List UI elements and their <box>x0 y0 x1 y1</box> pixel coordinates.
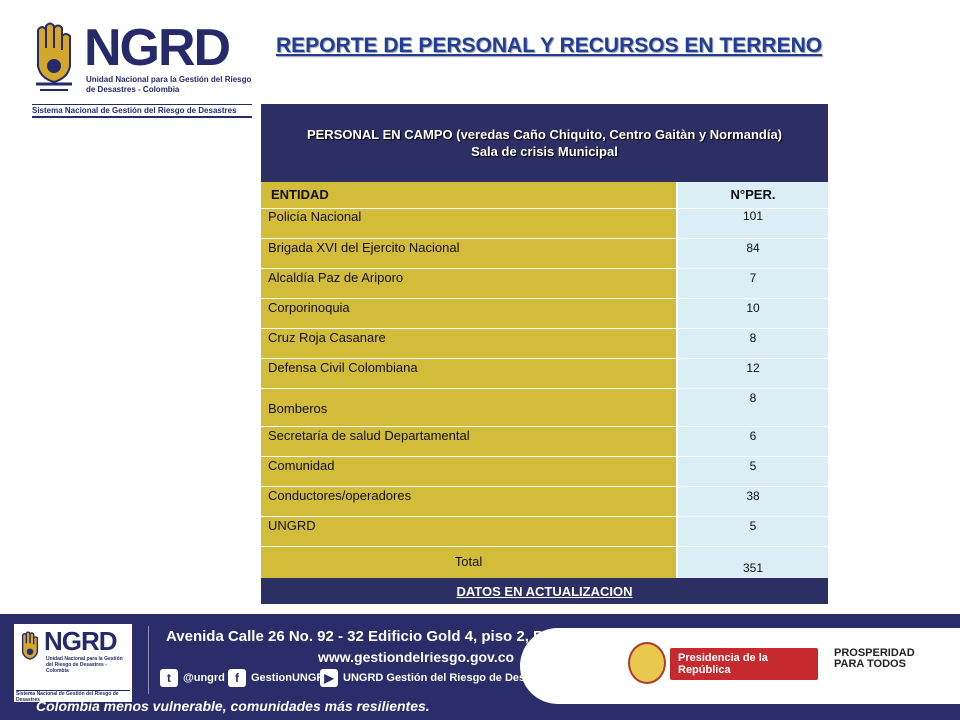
table-row: Policía Nacional 101 <box>261 209 828 239</box>
table-title-line1: PERSONAL EN CAMPO (veredas Caño Chiquito… <box>306 127 783 142</box>
footer-slogan: Colombia menos vulnerable, comunidades m… <box>36 698 430 714</box>
table-header-row: ENTIDAD N°PER. <box>261 182 828 209</box>
prosperidad-line1: PROSPERIDAD <box>834 647 915 659</box>
youtube-handle: UNGRD Gestión del Riesgo de Desastres <box>343 672 558 684</box>
count-cell: 101 <box>676 209 828 238</box>
entity-cell: Policía Nacional <box>261 209 676 238</box>
entity-cell: Bomberos <box>261 389 676 426</box>
entity-cell: Alcaldía Paz de Ariporo <box>261 269 676 298</box>
entity-cell: Comunidad <box>261 457 676 486</box>
table-title-line2: Sala de crisis Municipal <box>471 144 618 159</box>
table-row: Comunidad 5 <box>261 457 828 487</box>
count-cell: 5 <box>676 517 828 546</box>
footer-address: Avenida Calle 26 No. 92 - 32 Edificio Go… <box>166 628 615 645</box>
ngrd-hand-icon <box>21 631 39 660</box>
government-logos: Presidencia de la República PROSPERIDAD … <box>520 628 960 704</box>
entity-cell: Defensa Civil Colombiana <box>261 359 676 388</box>
logo-system: Sistema Nacional de Gestión del Riesgo d… <box>32 104 252 118</box>
table-row: Alcaldía Paz de Ariporo 7 <box>261 269 828 299</box>
entity-cell: Corporinoquia <box>261 299 676 328</box>
personnel-table: PERSONAL EN CAMPO (veredas Caño Chiquito… <box>261 104 828 604</box>
ngrd-logo: NGRD Unidad Nacional para la Gestión del… <box>28 19 252 118</box>
page-title: REPORTE DE PERSONAL Y RECURSOS EN TERREN… <box>276 34 823 57</box>
count-cell: 5 <box>676 457 828 486</box>
facebook-handle: GestionUNGRD <box>251 672 333 684</box>
prosperidad-line2: PARA TODOS <box>834 658 906 670</box>
twitter-handle: @ungrd <box>183 672 225 684</box>
table-row: Cruz Roja Casanare 8 <box>261 329 828 359</box>
footer-banner: NGRD Unidad Nacional para la Gestión del… <box>0 614 960 720</box>
table-row: Brigada XVI del Ejercito Nacional 84 <box>261 239 828 269</box>
count-cell: 6 <box>676 427 828 456</box>
count-cell: 84 <box>676 239 828 268</box>
count-cell: 12 <box>676 359 828 388</box>
twitter-link[interactable]: t @ungrd <box>160 669 225 687</box>
table-row: Secretaría de salud Departamental 6 <box>261 427 828 457</box>
logo-subtitle: Unidad Nacional para la Gestión del Ries… <box>86 75 252 94</box>
table-row: Defensa Civil Colombiana 12 <box>261 359 828 389</box>
count-cell: 8 <box>676 389 828 426</box>
table-footer: DATOS EN ACTUALIZACION <box>261 578 828 604</box>
youtube-link[interactable]: ▶ UNGRD Gestión del Riesgo de Desastres <box>320 669 558 687</box>
total-row: Total 351 <box>261 547 828 578</box>
twitter-icon: t <box>160 669 178 687</box>
footer-logo-wordmark: NGRD <box>44 626 118 656</box>
table-row: Conductores/operadores 38 <box>261 487 828 517</box>
count-cell: 8 <box>676 329 828 358</box>
entity-cell: UNGRD <box>261 517 676 546</box>
count-cell: 38 <box>676 487 828 516</box>
entity-cell: Cruz Roja Casanare <box>261 329 676 358</box>
ngrd-hand-icon <box>36 22 72 91</box>
count-cell: 10 <box>676 299 828 328</box>
prosperidad-logo: PROSPERIDAD PARA TODOS <box>834 648 924 670</box>
table-row: Corporinoquia 10 <box>261 299 828 329</box>
column-header-count: N°PER. <box>676 182 828 208</box>
total-label: Total <box>261 547 676 578</box>
footer-website-link[interactable]: www.gestiondelriesgo.gov.co <box>318 649 515 665</box>
table-title: PERSONAL EN CAMPO (veredas Caño Chiquito… <box>261 104 828 182</box>
footer-logo-subtitle: Unidad Nacional para la Gestión del Ries… <box>46 656 123 674</box>
footer-ngrd-logo: NGRD Unidad Nacional para la Gestión del… <box>14 624 132 703</box>
entity-cell: Secretaría de salud Departamental <box>261 427 676 456</box>
column-header-entity: ENTIDAD <box>261 182 676 208</box>
logo-wordmark: NGRD <box>84 19 231 77</box>
presidencia-logo: Presidencia de la República <box>670 648 818 680</box>
entity-cell: Conductores/operadores <box>261 487 676 516</box>
total-value: 351 <box>676 547 828 578</box>
youtube-icon: ▶ <box>320 669 338 687</box>
facebook-link[interactable]: f GestionUNGRD <box>228 669 332 687</box>
facebook-icon: f <box>228 669 246 687</box>
table-row: UNGRD 5 <box>261 517 828 547</box>
footer-divider <box>148 626 149 694</box>
count-cell: 7 <box>676 269 828 298</box>
footer-logo-system: Sistema Nacional de Gestión del Riesgo d… <box>16 690 130 703</box>
colombia-seal-icon <box>628 642 666 684</box>
table-row: Bomberos 8 <box>261 389 828 427</box>
entity-cell: Brigada XVI del Ejercito Nacional <box>261 239 676 268</box>
